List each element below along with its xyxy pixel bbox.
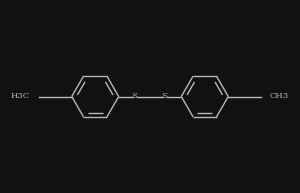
Text: H3C: H3C: [11, 92, 30, 101]
Text: CH3: CH3: [270, 92, 289, 101]
Text: S: S: [132, 92, 138, 101]
Text: S: S: [162, 92, 168, 101]
